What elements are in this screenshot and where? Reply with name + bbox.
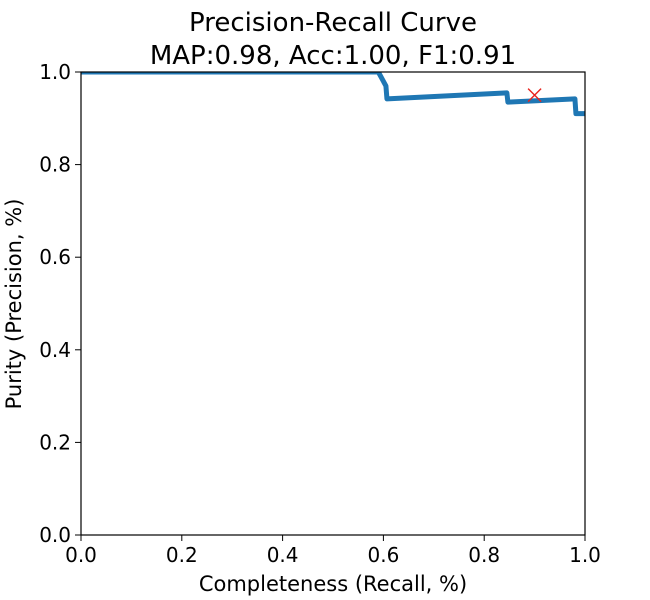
y-tick-label: 0.2 bbox=[39, 430, 71, 454]
y-tick-label: 0.0 bbox=[39, 523, 71, 547]
best-threshold-marker bbox=[527, 88, 542, 103]
y-axis-ticks: 0.0 0.2 0.4 0.6 0.8 1.0 bbox=[39, 60, 81, 547]
x-tick-label: 0.0 bbox=[65, 543, 97, 567]
chart-title-line-1: Precision-Recall Curve bbox=[189, 8, 477, 38]
y-tick-label: 0.4 bbox=[39, 338, 71, 362]
y-tick-label: 1.0 bbox=[39, 60, 71, 84]
x-axis-label: Completeness (Recall, %) bbox=[199, 572, 467, 596]
plot-frame bbox=[80, 71, 586, 536]
y-axis-label: Purity (Precision, %) bbox=[2, 199, 26, 410]
x-tick-label: 0.2 bbox=[166, 543, 198, 567]
x-tick-label: 0.8 bbox=[468, 543, 500, 567]
x-axis-ticks: 0.0 0.2 0.4 0.6 0.8 1.0 bbox=[65, 535, 601, 567]
y-tick-label: 0.6 bbox=[39, 245, 71, 269]
series-layer bbox=[81, 72, 585, 117]
marker-layer bbox=[527, 88, 542, 103]
pr-curve-line-0 bbox=[81, 72, 585, 117]
y-tick-label: 0.8 bbox=[39, 153, 71, 177]
x-tick-label: 0.4 bbox=[267, 543, 299, 567]
chart-title-line-2: MAP:0.98, Acc:1.00, F1:0.91 bbox=[150, 41, 516, 71]
x-tick-label: 0.6 bbox=[367, 543, 399, 567]
x-tick-label: 1.0 bbox=[569, 543, 601, 567]
